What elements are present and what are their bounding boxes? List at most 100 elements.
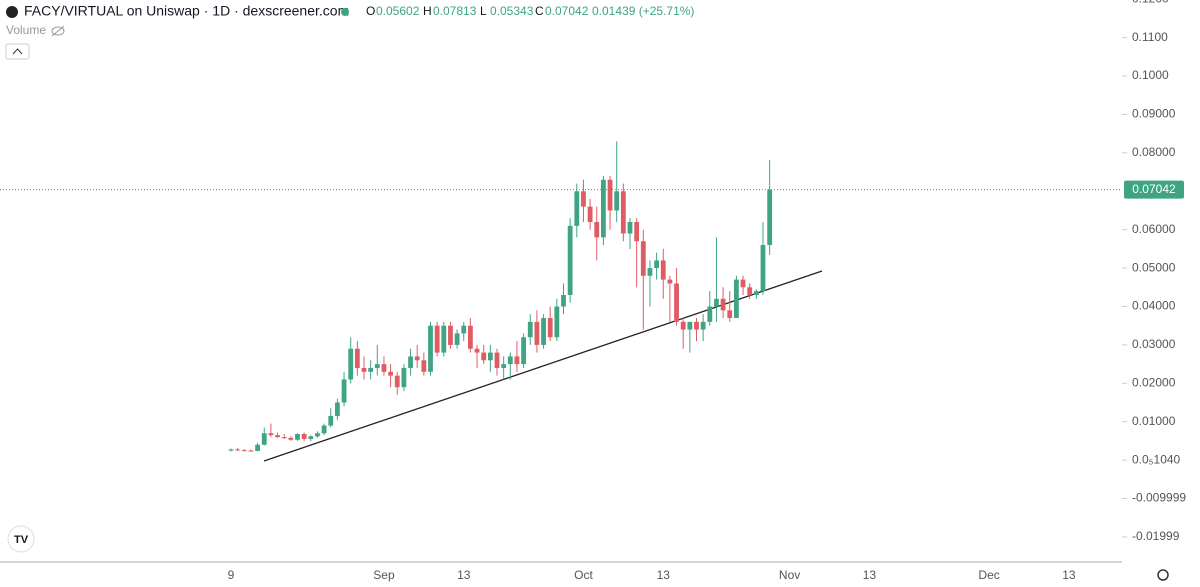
- candle-body: [654, 260, 659, 269]
- ohlc-letter: C: [535, 4, 544, 18]
- ohlc-value: 0.05602: [376, 4, 420, 18]
- candle-body: [694, 321, 699, 330]
- candle-body: [474, 348, 480, 353]
- candle-body: [714, 298, 719, 307]
- candle-body: [514, 356, 520, 365]
- candle-body: [527, 321, 533, 338]
- candle-body: [594, 222, 600, 238]
- candle-body: [507, 356, 513, 365]
- y-tick-label: 0.1100: [1132, 30, 1168, 44]
- live-dot: [341, 8, 349, 16]
- x-tick-label: Oct: [574, 568, 593, 582]
- ohlc-letter: O: [366, 4, 375, 18]
- candle-body: [461, 325, 467, 334]
- ohlc-value: 0.07042: [545, 4, 589, 18]
- last-price-box: [1124, 180, 1184, 199]
- candle-body: [767, 189, 773, 245]
- trend-line: [263, 270, 823, 462]
- candle-body: [667, 279, 673, 284]
- candle-body: [268, 433, 274, 436]
- tv-logo[interactable]: [7, 525, 35, 553]
- ohlc-value: 0.05343: [490, 4, 534, 18]
- candle-body: [587, 206, 593, 223]
- candle-body: [394, 375, 400, 388]
- candle-body: [228, 449, 234, 451]
- x-tick-label: 13: [657, 568, 671, 582]
- candle-body: [547, 318, 553, 338]
- candle-body: [567, 225, 573, 295]
- y-tick-label: 0.06000: [1132, 222, 1176, 236]
- candle-body: [647, 268, 653, 276]
- change-value: 0.01439 (+25.71%): [592, 4, 694, 18]
- y-tick-label: -0.009999: [1132, 491, 1186, 505]
- candle-body: [660, 260, 666, 280]
- candle-body: [640, 241, 646, 276]
- eye-icon[interactable]: [51, 26, 65, 36]
- x-tick-label: 9: [228, 568, 235, 582]
- candle-body: [501, 364, 507, 368]
- candle-body: [541, 318, 546, 345]
- candle-body: [680, 321, 686, 330]
- tv-logo-text: TV: [14, 534, 29, 546]
- candle-body: [434, 325, 440, 353]
- candle-body: [441, 325, 447, 353]
- candle-body: [687, 321, 693, 330]
- candle-body: [275, 435, 280, 438]
- candle-body: [494, 352, 500, 368]
- volume-label: Volume: [6, 23, 46, 37]
- y-tick-label: 0.1200: [1132, 0, 1169, 5]
- y-tick-label: 0.01000: [1132, 414, 1176, 428]
- candle-body: [720, 298, 726, 311]
- candle-body: [707, 306, 713, 322]
- candle-body: [627, 222, 633, 234]
- candle-body: [454, 333, 460, 345]
- candle-body: [361, 367, 367, 372]
- candle-body: [607, 179, 613, 211]
- candle-body: [634, 222, 640, 242]
- x-tick-label: 13: [457, 568, 471, 582]
- candle-body: [301, 434, 307, 440]
- candle-body: [581, 191, 586, 207]
- candle-body: [747, 287, 753, 295]
- candle-body: [368, 367, 374, 372]
- candle-body: [614, 191, 620, 211]
- x-tick-label: Dec: [978, 568, 999, 582]
- last-price-label: 0.07042: [1132, 182, 1176, 196]
- ohlc-letter: H: [423, 4, 432, 18]
- candle-body: [760, 245, 766, 292]
- candle-body: [401, 367, 407, 388]
- candle-body: [288, 437, 294, 440]
- candle-body: [734, 279, 739, 319]
- candle-body: [674, 283, 679, 322]
- candle-body: [308, 436, 314, 440]
- candle-body: [281, 437, 287, 439]
- candle-body: [414, 356, 420, 361]
- candle-body: [727, 310, 733, 319]
- candle-body: [354, 348, 360, 368]
- candle-body: [601, 179, 606, 238]
- candle-body: [261, 433, 267, 445]
- x-tick-label: 13: [863, 568, 877, 582]
- candle-body: [408, 356, 413, 368]
- candle-body: [255, 444, 260, 451]
- candle-body: [740, 279, 746, 288]
- candle-body: [481, 352, 487, 361]
- candle-body: [468, 325, 473, 349]
- candle-body: [381, 364, 387, 372]
- candle-body: [521, 337, 526, 365]
- candle-body: [448, 325, 453, 345]
- candle-body: [315, 433, 320, 437]
- candle-body: [554, 306, 560, 338]
- candle-body: [487, 352, 493, 361]
- y-tick-label: 0.1000: [1132, 68, 1169, 82]
- chart-title: FACY/VIRTUAL on Uniswap · 1D · dexscreen…: [24, 3, 349, 19]
- y-tick-label: 0.05000: [1132, 260, 1176, 274]
- y-tick-label: -0.01999: [1132, 529, 1180, 543]
- candle-body: [235, 449, 241, 451]
- candle-body: [295, 434, 300, 440]
- collapse-button[interactable]: [5, 43, 30, 60]
- settings-gear[interactable]: [1157, 569, 1169, 581]
- candle-body: [341, 379, 347, 403]
- candle-body: [561, 294, 566, 307]
